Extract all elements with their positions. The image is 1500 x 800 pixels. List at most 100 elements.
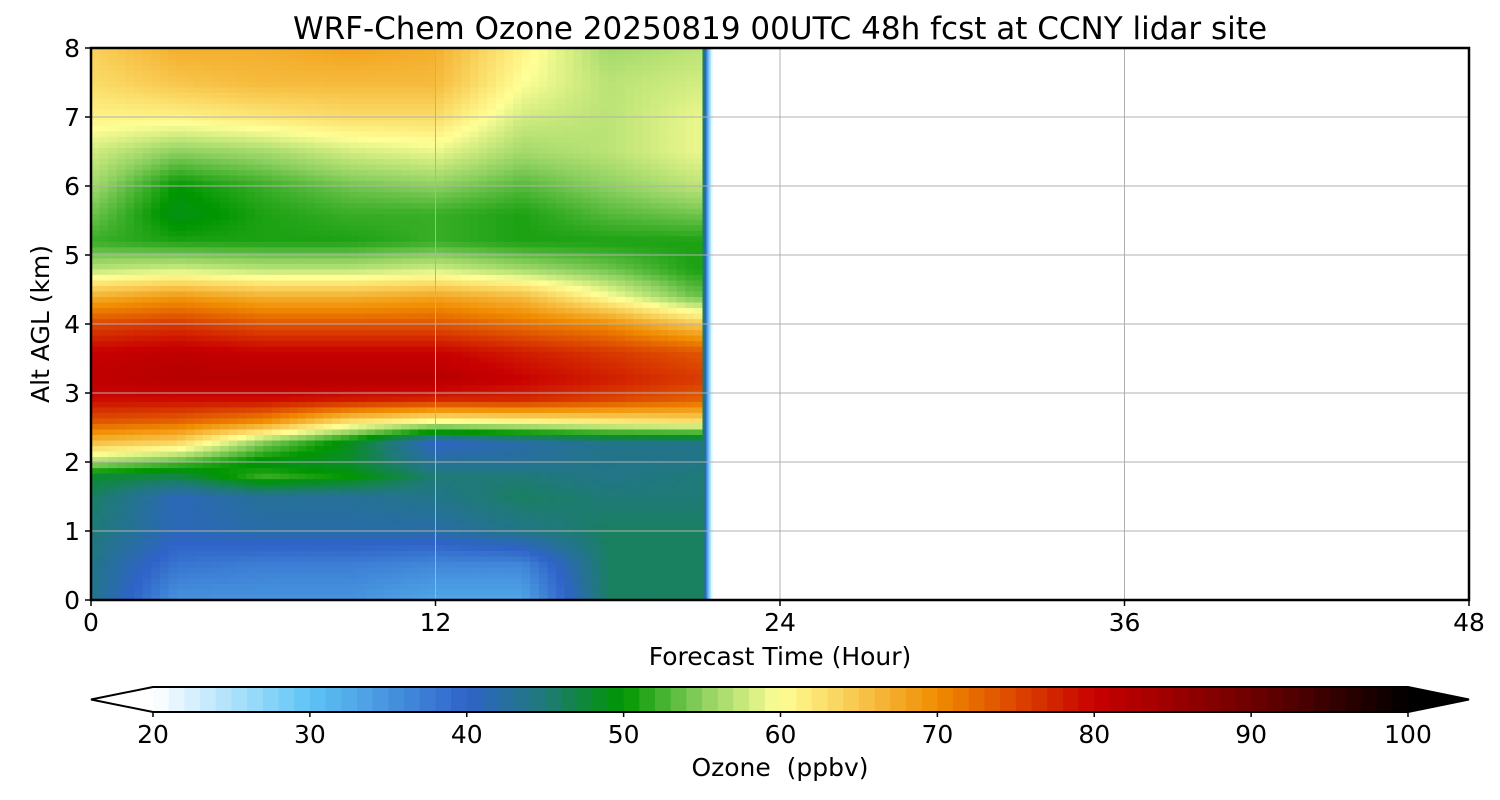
- heatmap-cell: [461, 257, 471, 264]
- heatmap-cell: [375, 445, 385, 452]
- heatmap-cell: [478, 152, 488, 159]
- heatmap-cell: [487, 428, 497, 435]
- heatmap-cell: [116, 141, 127, 148]
- heatmap-cell: [211, 318, 221, 325]
- heatmap-cell: [116, 230, 127, 237]
- heatmap-cell: [366, 59, 376, 66]
- heatmap-cell: [142, 163, 152, 171]
- heatmap-cell: [134, 522, 144, 529]
- heatmap-cell: [487, 147, 497, 154]
- heatmap-cell: [134, 186, 144, 193]
- heatmap-cell: [409, 235, 419, 242]
- heatmap-cell: [202, 186, 213, 193]
- heatmap-cell: [159, 406, 170, 413]
- heatmap-cell: [487, 335, 497, 342]
- heatmap-cell: [461, 136, 471, 143]
- heatmap-cell: [246, 406, 256, 413]
- heatmap-cell: [125, 423, 135, 430]
- heatmap-cell: [383, 511, 394, 518]
- heatmap-cell: [452, 290, 462, 297]
- heatmap-cell: [168, 59, 178, 66]
- heatmap-cell: [254, 340, 264, 347]
- heatmap-cell: [375, 583, 385, 590]
- heatmap-cell: [461, 500, 471, 507]
- heatmap-cell: [246, 318, 256, 325]
- heatmap-cell: [202, 230, 213, 237]
- heatmap-cell: [487, 423, 497, 430]
- heatmap-cell: [220, 517, 230, 524]
- heatmap-cell: [349, 346, 359, 353]
- heatmap-cell: [159, 263, 170, 270]
- heatmap-cell: [159, 368, 170, 375]
- heatmap-cell: [211, 285, 221, 292]
- heatmap-cell: [246, 224, 256, 231]
- heatmap-cell: [469, 70, 480, 77]
- heatmap-cell: [401, 340, 411, 347]
- heatmap-cell: [211, 484, 221, 491]
- heatmap-cell: [125, 191, 135, 198]
- heatmap-cell: [271, 191, 282, 198]
- heatmap-cell: [452, 445, 462, 452]
- heatmap-cell: [202, 346, 213, 353]
- heatmap-cell: [461, 489, 471, 496]
- heatmap-cell: [323, 108, 333, 115]
- heatmap-cell: [142, 517, 152, 524]
- heatmap-cell: [469, 539, 480, 546]
- heatmap-cell: [332, 86, 342, 93]
- heatmap-cell: [280, 555, 290, 562]
- heatmap-cell: [185, 263, 195, 270]
- heatmap-cell: [237, 550, 247, 557]
- heatmap-cell: [306, 561, 316, 568]
- heatmap-cell: [185, 583, 195, 590]
- heatmap-cell: [116, 268, 127, 275]
- heatmap-cell: [246, 335, 256, 342]
- heatmap-cell: [108, 125, 118, 132]
- heatmap-cell: [108, 174, 118, 182]
- heatmap-cell: [202, 362, 213, 369]
- heatmap-cell: [99, 70, 109, 77]
- heatmap-cell: [314, 517, 325, 524]
- heatmap-cell: [125, 583, 135, 590]
- heatmap-cell: [194, 152, 204, 159]
- heatmap-cell: [228, 246, 239, 253]
- heatmap-cell: [237, 53, 247, 60]
- heatmap-cell: [306, 484, 316, 491]
- heatmap-cell: [91, 213, 101, 220]
- heatmap-cell: [289, 561, 299, 568]
- heatmap-cell: [280, 230, 290, 237]
- heatmap-cell: [108, 351, 118, 358]
- heatmap-cell: [99, 53, 109, 60]
- heatmap-cell: [504, 423, 514, 430]
- heatmap-cell: [495, 346, 505, 353]
- heatmap-cell: [185, 357, 195, 364]
- heatmap-cell: [99, 572, 109, 579]
- heatmap-cell: [452, 174, 462, 182]
- heatmap-cell: [168, 158, 178, 165]
- heatmap-cell: [340, 103, 350, 110]
- heatmap-cell: [280, 439, 290, 447]
- heatmap-cell: [168, 53, 178, 60]
- heatmap-cell: [159, 318, 170, 325]
- heatmap-cell: [254, 108, 264, 115]
- heatmap-cell: [151, 219, 161, 226]
- heatmap-cell: [271, 53, 282, 60]
- heatmap-cell: [271, 152, 282, 159]
- heatmap-cell: [297, 59, 307, 66]
- heatmap-cell: [366, 346, 376, 353]
- heatmap-cell: [375, 147, 385, 154]
- heatmap-cell: [228, 572, 239, 579]
- heatmap-cell: [99, 357, 109, 364]
- heatmap-cell: [246, 329, 256, 336]
- heatmap-cell: [151, 103, 161, 110]
- heatmap-cell: [194, 92, 204, 99]
- heatmap-cell: [237, 577, 247, 585]
- heatmap-cell: [332, 307, 342, 314]
- heatmap-cell: [314, 180, 325, 187]
- heatmap-cell: [487, 197, 497, 204]
- heatmap-cell: [469, 86, 480, 93]
- heatmap-cell: [168, 213, 178, 220]
- heatmap-cell: [469, 186, 480, 193]
- heatmap-cell: [435, 318, 445, 325]
- heatmap-cell: [142, 533, 152, 540]
- heatmap-cell: [323, 572, 333, 579]
